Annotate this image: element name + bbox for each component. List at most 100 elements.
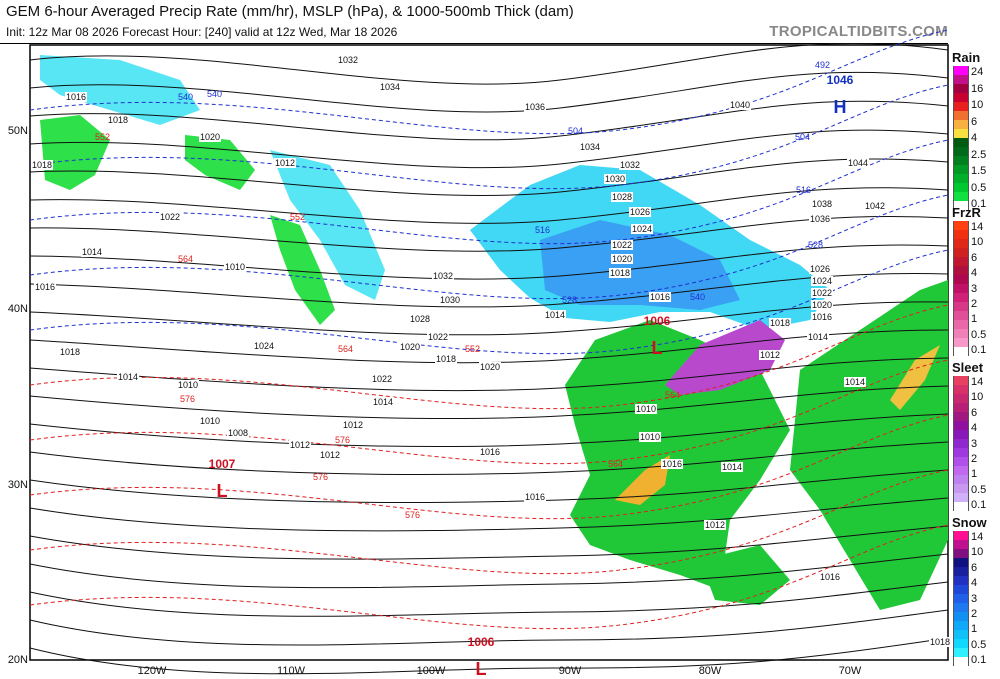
legend-swatch — [953, 549, 969, 558]
figure-title: GEM 6-hour Averaged Precip Rate (mm/hr),… — [6, 3, 574, 20]
brand-watermark: TROPICALTIDBITS.COM — [769, 23, 948, 40]
isobar-label: 1032 — [620, 160, 640, 170]
thickness-line — [29, 304, 949, 410]
legend-swatch — [953, 239, 969, 248]
isobar-label-bg — [199, 132, 222, 142]
isobar-label-bg — [864, 201, 887, 211]
legend-tick: 0.5 — [971, 181, 987, 194]
isobar-label-bg — [661, 459, 684, 469]
legend-tick: 10 — [971, 236, 984, 249]
isobar-label-bg — [107, 115, 130, 125]
thickness-line — [29, 84, 949, 190]
legend-swatch — [953, 221, 969, 230]
precip-snow-rockies — [270, 150, 385, 300]
legend-swatch — [953, 347, 969, 356]
isobar-label-bg — [337, 55, 360, 65]
thickness-label: 528 — [808, 240, 823, 250]
isobar-label: 1016 — [662, 459, 682, 469]
legend-swatch — [953, 156, 969, 165]
isobar-label-bg — [809, 214, 832, 224]
thickness-line — [29, 524, 949, 630]
legend-frzr: FrzR 14 10 6 4 3 2 1 0.5 0.1 — [950, 205, 1000, 356]
thickness-label: 564 — [338, 344, 353, 354]
isobar-label: 1014 — [845, 377, 865, 387]
legend-swatch — [953, 75, 969, 84]
isobar-label-bg — [432, 271, 455, 281]
isobar-label: 1042 — [865, 201, 885, 211]
isobar-label: 1024 — [254, 341, 274, 351]
isobar-label: 1030 — [605, 174, 625, 184]
thickness-line — [29, 359, 949, 465]
isobar-label: 1016 — [525, 492, 545, 502]
legend-swatch — [953, 585, 969, 594]
legend-swatch — [953, 329, 969, 338]
isobar-label: 1020 — [200, 132, 220, 142]
isobar-label: 1010 — [640, 432, 660, 442]
isobar-label: 1036 — [525, 102, 545, 112]
thickness-label: 564 — [178, 254, 193, 264]
isobar-label-bg — [811, 276, 834, 286]
isobar-label: 1018 — [108, 115, 128, 125]
isobar-label-bg — [611, 192, 634, 202]
legend-title: Snow — [952, 515, 987, 530]
isobar-label: 1018 — [930, 637, 950, 647]
legend-swatch — [953, 648, 969, 657]
thickness-label: 576 — [335, 435, 350, 445]
isobar-label: 1026 — [630, 207, 650, 217]
isobar-line — [29, 553, 949, 589]
isobar-line — [29, 413, 949, 447]
legend-swatch — [953, 403, 969, 412]
isobar-label: 1016 — [480, 447, 500, 457]
legend-tick: 4 — [971, 267, 978, 280]
thickness-label: 504 — [795, 132, 810, 142]
isobar-label: 1024 — [632, 224, 652, 234]
isobar-label-bg — [399, 342, 422, 352]
isobar-label-bg — [811, 288, 834, 298]
isobar-label-bg — [611, 254, 634, 264]
map-frame — [29, 44, 949, 661]
low-pressure-marker: L — [217, 481, 228, 501]
legend-swatch — [953, 430, 969, 439]
isobar-label-bg — [847, 158, 870, 168]
isobar-label: 1036 — [810, 214, 830, 224]
isobar-label: 1014 — [545, 310, 565, 320]
isobar-label: 1014 — [808, 332, 828, 342]
isobar-label-bg — [769, 318, 792, 328]
legend-swatch — [953, 174, 969, 183]
longitude-label: 90W — [559, 665, 582, 677]
isobar-label: 1018 — [60, 347, 80, 357]
thickness-label: 516 — [535, 225, 550, 235]
legend-tick: 24 — [971, 66, 984, 78]
isobar-label-bg — [479, 362, 502, 372]
isobar-label-bg — [253, 341, 276, 351]
isobar-label: 1014 — [118, 372, 138, 382]
isobar-label-bg — [819, 572, 842, 582]
legend-swatch — [953, 457, 969, 466]
isobar-layer — [29, 42, 949, 675]
legend-swatch — [953, 475, 969, 484]
thickness-label: 540 — [207, 89, 222, 99]
legend-swatch — [953, 84, 969, 93]
legend-swatch — [953, 201, 969, 210]
isobar-label-bg — [439, 295, 462, 305]
legend-tick: 2 — [971, 452, 978, 465]
legend-swatch — [953, 311, 969, 320]
longitude-label: 70W — [839, 665, 862, 677]
isobar-label-bg — [65, 92, 88, 102]
isobar-label: 1018 — [436, 354, 456, 364]
isobar-label: 1022 — [372, 374, 392, 384]
legend-swatch — [953, 66, 969, 75]
pressure-systems: 1046 H 1006 L 1007 L 1006 L — [209, 73, 854, 679]
legend-swatch — [953, 594, 969, 603]
isobar-label: 1032 — [338, 55, 358, 65]
legend-tick: 3 — [971, 437, 978, 450]
legend-swatch — [953, 293, 969, 302]
isobar-label-bg — [619, 160, 642, 170]
isobar-label: 1038 — [812, 199, 832, 209]
isobar-line — [29, 441, 949, 475]
legend-swatch — [953, 192, 969, 201]
legend-swatch — [953, 266, 969, 275]
legend-tick: 0.5 — [971, 483, 987, 496]
isobar-label: 1012 — [705, 520, 725, 530]
isobar-label-bg — [427, 332, 450, 342]
